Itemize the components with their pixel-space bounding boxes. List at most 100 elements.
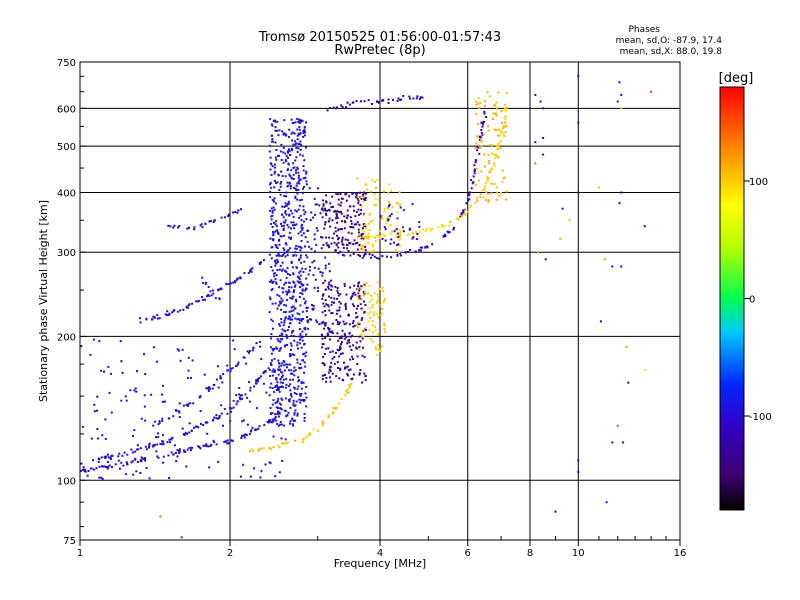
echo-point [257, 427, 260, 430]
echo-point [283, 221, 286, 224]
echo-point [275, 378, 278, 381]
echo-point [487, 201, 490, 204]
echo-point [504, 103, 507, 106]
echo-point [303, 186, 305, 188]
echo-point [272, 233, 275, 236]
echo-point [450, 220, 453, 223]
echo-point [290, 221, 293, 224]
echo-point [281, 381, 284, 384]
echo-point [299, 270, 302, 273]
echo-point [363, 300, 366, 303]
stats-line-o: mean, sd,O: -87.9, 17.4 [616, 36, 723, 46]
echo-point [285, 304, 288, 307]
echo-point [278, 334, 281, 337]
echo-point [358, 281, 360, 284]
echo-point [302, 400, 305, 402]
echo-point [198, 445, 201, 448]
echo-point [315, 203, 318, 206]
echo-point [322, 204, 325, 207]
echo-point [270, 333, 273, 335]
echo-point [200, 223, 203, 226]
echo-point [152, 346, 155, 349]
echo-point [96, 427, 99, 430]
echo-point [349, 205, 352, 208]
echo-point [318, 204, 321, 207]
echo-point [181, 348, 184, 351]
echo-point [293, 224, 296, 227]
echo-point [308, 432, 311, 435]
echo-point [283, 345, 286, 348]
echo-point [376, 178, 379, 181]
echo-point [350, 297, 352, 300]
echo-point [285, 383, 288, 386]
echo-point [81, 425, 84, 428]
echo-point [323, 374, 326, 376]
echo-point [599, 320, 602, 323]
echo-point [195, 300, 198, 303]
echo-point [304, 365, 307, 368]
echo-point [367, 238, 370, 241]
echo-point [333, 356, 336, 359]
echo-point [362, 291, 365, 293]
echo-point [241, 397, 244, 400]
echo-point [300, 366, 303, 369]
echo-point [338, 402, 341, 405]
echo-point [300, 219, 303, 222]
echo-point [251, 267, 254, 270]
echo-point [324, 314, 327, 317]
echo-point [279, 324, 282, 327]
echo-point [505, 125, 508, 128]
echo-point [302, 297, 305, 300]
echo-point [260, 470, 263, 473]
echo-point [143, 394, 146, 397]
echo-point [100, 369, 103, 372]
echo-point [269, 168, 272, 171]
echo-point [336, 309, 339, 312]
echo-point [257, 449, 260, 452]
echo-point [302, 220, 305, 223]
echo-point [162, 434, 164, 437]
echo-point [296, 280, 299, 283]
echo-point [367, 241, 369, 244]
echo-point [302, 135, 305, 138]
echo-point [306, 256, 309, 259]
echo-point [344, 302, 347, 305]
echo-point [349, 254, 352, 257]
echo-point [398, 191, 401, 193]
echo-point [132, 473, 135, 476]
echo-point [414, 250, 417, 253]
echo-point [401, 226, 404, 229]
echo-point [270, 123, 273, 126]
echo-point [271, 347, 274, 350]
echo-point [500, 110, 503, 113]
echo-point [354, 192, 357, 195]
echo-point [284, 134, 287, 137]
echo-point [361, 244, 364, 247]
echo-point [248, 450, 251, 453]
echo-point [242, 356, 245, 359]
echo-point [278, 350, 281, 352]
echo-point [577, 459, 580, 462]
echo-point [162, 440, 165, 443]
echo-point [212, 292, 215, 295]
echo-point [340, 343, 343, 346]
echo-point [301, 289, 304, 292]
echo-point [277, 134, 280, 137]
echo-point [101, 434, 104, 437]
echo-point [484, 182, 487, 185]
echo-point [370, 298, 373, 301]
echo-point [418, 225, 421, 228]
echo-point [279, 423, 282, 426]
echo-point [237, 361, 240, 364]
echo-point [505, 92, 508, 95]
echo-point [362, 227, 364, 230]
echo-point [185, 403, 188, 406]
echo-point [143, 353, 145, 356]
echo-point [357, 202, 360, 205]
echo-point [95, 467, 98, 470]
echo-point [226, 439, 229, 442]
echo-point [493, 128, 496, 131]
echo-point [269, 362, 272, 365]
echo-point [269, 375, 272, 377]
echo-point [463, 213, 466, 216]
